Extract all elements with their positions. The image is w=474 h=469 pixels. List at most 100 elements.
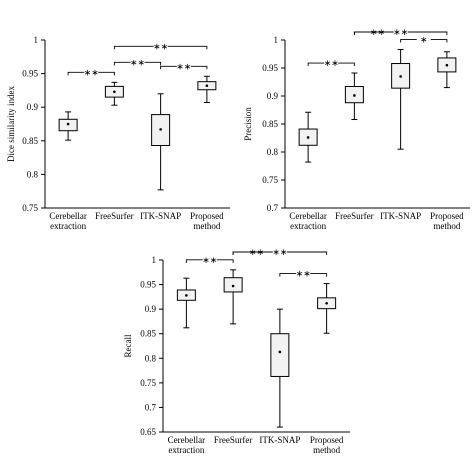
mean-marker (445, 63, 449, 67)
significance-bracket: ∗∗ (113, 57, 162, 67)
y-tick-label: 0.65 (140, 427, 156, 437)
category-label: method (313, 445, 340, 455)
y-axis-label: Recall (123, 334, 133, 357)
category-label: ITK-SNAP (140, 211, 181, 221)
significance-label: ∗∗ (153, 41, 168, 51)
y-tick-label: 0.95 (22, 69, 38, 79)
y-tick-label: 0.75 (262, 175, 278, 185)
iqr-box (270, 333, 290, 377)
y-tick-label: 0.8 (27, 169, 39, 179)
mean-marker (159, 128, 162, 131)
bracket-label-bg (416, 34, 431, 43)
box-plot-1 (223, 269, 243, 325)
category-label: Cerebellar (289, 211, 326, 221)
mean-marker (353, 94, 356, 97)
category-label: extraction (290, 221, 326, 231)
bracket-label-bg (176, 61, 191, 70)
significance-label: ∗∗ (272, 247, 287, 257)
significance-bracket: ∗∗ (353, 27, 448, 37)
y-tick-label: 0.9 (267, 91, 279, 101)
mean-marker (399, 75, 402, 78)
significance-label: ∗∗ (296, 269, 311, 279)
box-plot-0 (176, 277, 196, 329)
bracket-label-bg (296, 268, 311, 277)
significance-bracket: ∗∗ (160, 61, 208, 71)
y-tick-label: 0.8 (267, 147, 279, 157)
box-plot-0 (58, 111, 78, 141)
significance-label: ∗∗ (324, 58, 339, 68)
chart-dice: 0.75 0.8 0.85 0.9 0.95 1 Dice similarity index… (6, 35, 230, 231)
category-label: Proposed (310, 435, 344, 445)
box-plot-3 (197, 75, 217, 103)
mean-marker (325, 301, 328, 305)
chart-precision: 0.7 0.75 0.8 0.85 0.9 0.95 1 Precision Cerebella… (243, 27, 470, 231)
y-tick-label: 0.75 (140, 378, 156, 388)
significance-bracket: ∗∗ (307, 58, 355, 68)
significance-bracket: ∗∗ (279, 268, 328, 279)
significance-bracket: ∗∗ (67, 67, 115, 77)
chart-recall: 0.65 0.7 0.75 0.8 0.85 0.9 0.95 1 Recall Cerebell… (123, 247, 350, 455)
category-label: Proposed (430, 211, 464, 221)
category-label: extraction (50, 221, 86, 231)
bracket-label-bg (84, 67, 99, 76)
mean-marker (278, 350, 282, 354)
y-tick-label: 0.85 (262, 119, 278, 129)
y-tick-label: 0.7 (145, 402, 157, 412)
bracket-label-bg (130, 57, 145, 66)
category-label: method (433, 221, 460, 231)
box-plot-1 (344, 72, 364, 121)
significance-bracket: ∗∗ (185, 254, 234, 265)
category-label: Cerebellar (168, 435, 205, 445)
y-tick-label: 1 (34, 35, 39, 45)
category-label: extraction (168, 445, 204, 455)
significance-bracket: ∗∗ (113, 41, 208, 51)
y-tick-label: 1 (152, 255, 157, 265)
y-tick-label: 0.9 (145, 304, 157, 314)
mean-marker (205, 84, 209, 87)
bracket-label-bg (370, 27, 385, 35)
category-label: FreeSurfer (95, 211, 133, 221)
significance-label: ∗∗ (84, 67, 99, 77)
significance-bracket: ∗ (400, 34, 448, 45)
y-tick-label: 0.9 (27, 102, 39, 112)
y-tick-label: 0.7 (267, 203, 279, 213)
significance-label: ∗∗ (176, 61, 191, 71)
bracket-label-bg (202, 254, 217, 263)
significance-label: ∗∗ (393, 27, 408, 37)
box-plot-2 (391, 49, 411, 150)
bracket-label-bg (272, 247, 287, 255)
category-label: ITK-SNAP (259, 435, 300, 445)
y-tick-label: 0.85 (22, 136, 38, 146)
category-label: FreeSurfer (214, 435, 252, 445)
y-tick-label: 1 (274, 35, 279, 45)
y-tick-label: 0.95 (140, 280, 156, 290)
mean-marker (306, 136, 310, 139)
y-axis-label: Precision (243, 107, 253, 141)
box-plot-3 (317, 283, 337, 334)
y-tick-label: 0.8 (145, 353, 157, 363)
significance-label: ∗∗ (130, 57, 145, 67)
box-plot-2 (270, 308, 290, 428)
box-plot-2 (151, 93, 171, 191)
y-axis-label: Dice similarity index (6, 86, 16, 162)
category-label: Proposed (190, 211, 224, 221)
category-label: method (193, 221, 220, 231)
mean-marker (231, 284, 235, 288)
category-label: Cerebellar (49, 211, 86, 221)
bracket-label-bg (393, 27, 408, 35)
significance-bracket: ∗∗ (232, 247, 328, 257)
mean-marker (113, 90, 116, 94)
mean-marker (185, 294, 188, 297)
y-tick-label: 0.95 (262, 63, 278, 73)
box-plot-0 (298, 111, 318, 163)
box-plot-3 (437, 51, 457, 89)
mean-marker (66, 122, 70, 126)
significance-label: ∗∗ (202, 255, 217, 265)
box-plot-1 (104, 81, 124, 106)
y-tick-label: 0.75 (22, 203, 38, 213)
significance-label: ∗ (420, 35, 428, 45)
bracket-label-bg (324, 58, 339, 67)
bracket-label-bg (153, 41, 168, 50)
y-tick-label: 0.85 (140, 329, 156, 339)
